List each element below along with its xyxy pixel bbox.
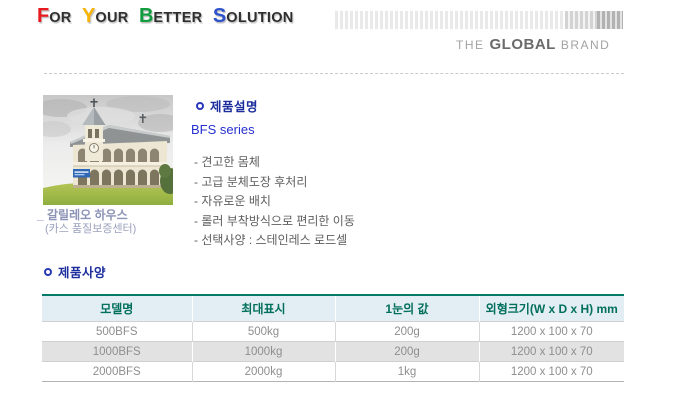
spec-col-header-division: 1눈의 값 xyxy=(334,295,479,322)
tagline-global: GLOBAL xyxy=(489,36,556,53)
feature-list: - 견고한 몸체 - 고급 분체도장 후처리 - 자유로운 배치 - 롤러 부착… xyxy=(194,153,355,251)
feature-item: - 고급 분체도장 후처리 xyxy=(194,174,308,189)
brand-word-initial: B xyxy=(138,5,154,27)
brand-word: BETTER xyxy=(139,5,203,27)
stripes-decoration xyxy=(335,11,623,29)
spec-cell-dimensions: 1200 x 100 x 70 xyxy=(478,341,624,362)
brand-word-rest: OLUTION xyxy=(226,10,294,26)
feature-item: - 선택사양 : 스테인레스 로드셀 xyxy=(194,233,348,247)
spec-cell-model: 1000BFS xyxy=(42,341,192,362)
brand-word-initial: Y xyxy=(82,5,96,27)
spec-section-header: 제품사양 xyxy=(44,262,106,281)
brand-title: FOR YOUR BETTER SOLUTION xyxy=(37,5,300,28)
spec-cell-model: 500BFS xyxy=(42,321,192,342)
tagline: THE GLOBAL BRAND xyxy=(456,36,610,53)
brand-word-rest: OR xyxy=(49,10,72,26)
tagline-brand: BRAND xyxy=(560,38,611,52)
spec-section-title: 제품사양 xyxy=(58,266,107,280)
photo-subcaption: (카스 품질보증센터) xyxy=(45,223,137,235)
feature-item: - 자유로운 배치 xyxy=(194,194,271,208)
section-bullet-icon xyxy=(44,267,52,276)
dashed-divider xyxy=(44,73,624,74)
spec-cell-capacity: 500kg xyxy=(191,321,335,342)
feature-item: - 롤러 부착방식으로 편리한 이동 xyxy=(194,213,355,228)
table-row: 2000BFS 2000kg 1kg 1200 x 100 x 70 xyxy=(42,361,624,382)
table-row: 500BFS 500kg 200g 1200 x 100 x 70 xyxy=(42,321,624,342)
photo-caption: _ 갈릴레오 하우스 xyxy=(37,208,128,222)
spec-cell-dimensions: 1200 x 100 x 70 xyxy=(478,321,624,342)
brand-word: FOR xyxy=(37,5,72,27)
stripes-dark-shade xyxy=(597,11,623,29)
spec-col-header-model: 모델명 xyxy=(42,295,192,322)
feature-item: - 견고한 몸체 xyxy=(194,155,260,169)
brand-word-rest: OUR xyxy=(95,10,129,26)
spec-table: 모델명 최대표시 1눈의 값 외형크기(W x D x H) mm 500BFS… xyxy=(42,294,624,382)
spec-header-row: 모델명 최대표시 1눈의 값 외형크기(W x D x H) mm xyxy=(42,295,624,322)
spec-cell-dimensions: 1200 x 100 x 70 xyxy=(478,361,624,382)
description-section-title: 제품설명 xyxy=(210,100,259,114)
brand-word-initial: S xyxy=(212,5,227,27)
galileo-house-photo xyxy=(43,95,173,205)
stripes-mid-shade xyxy=(565,11,597,29)
brand-word: SOLUTION xyxy=(213,5,294,27)
tagline-the: THE xyxy=(456,38,485,52)
spec-col-header-dimensions: 외형크기(W x D x H) mm xyxy=(478,295,624,322)
series-name: BFS series xyxy=(191,122,255,137)
section-bullet-icon xyxy=(196,101,204,110)
table-row: 1000BFS 1000kg 200g 1200 x 100 x 70 xyxy=(42,341,624,362)
spec-cell-capacity: 1000kg xyxy=(191,341,335,362)
spec-cell-division: 1kg xyxy=(334,361,479,382)
brand-word: YOUR xyxy=(82,5,129,27)
brand-word-rest: ETTER xyxy=(153,10,203,26)
spec-col-header-capacity: 최대표시 xyxy=(191,295,335,322)
spec-cell-model: 2000BFS xyxy=(42,361,192,382)
spec-cell-division: 200g xyxy=(334,321,479,342)
spec-cell-division: 200g xyxy=(334,341,479,362)
description-section-header: 제품설명 xyxy=(196,96,258,115)
brand-word-initial: F xyxy=(37,5,50,27)
spec-cell-capacity: 2000kg xyxy=(191,361,335,382)
